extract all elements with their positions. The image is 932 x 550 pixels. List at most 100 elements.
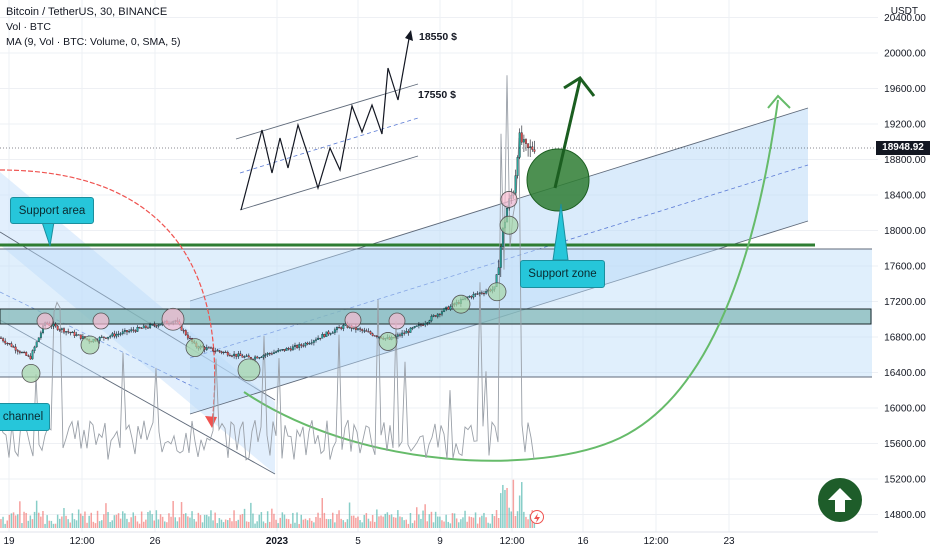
candle-body: [516, 157, 519, 176]
candle-body: [222, 351, 225, 354]
time-tick-label: 2023: [266, 536, 289, 547]
candle-body: [138, 327, 141, 329]
support-zone-callout[interactable]: Support zone: [520, 260, 605, 288]
volume-bar: [523, 511, 525, 528]
candle-body: [14, 346, 17, 351]
candle-body: [75, 334, 78, 336]
candle-body: [426, 322, 429, 324]
candle-body: [220, 351, 223, 353]
volume-bar: [172, 500, 174, 528]
candle-body: [287, 348, 290, 350]
volume-bar: [98, 521, 101, 528]
price-tick-label: 17600.00: [884, 262, 926, 273]
price-tick-label: 18000.00: [884, 226, 926, 237]
volume-bar: [38, 512, 40, 528]
volume-bar: [342, 520, 344, 528]
volume-bar: [502, 484, 504, 528]
lightning-icon[interactable]: [530, 510, 544, 524]
volume-bar: [325, 518, 328, 528]
candle-body: [277, 350, 280, 352]
candle-body: [483, 293, 485, 295]
asc-upper-line: [189, 107, 809, 302]
resistance-touch-marker: [36, 312, 54, 330]
volume-bar: [248, 521, 250, 528]
volume-bar: [105, 503, 107, 528]
candle-body: [189, 337, 191, 340]
candle-body: [264, 354, 267, 356]
volume-bar: [206, 514, 208, 528]
volume-bar: [46, 515, 48, 528]
candle-body: [12, 346, 15, 348]
volume-bar: [19, 501, 21, 528]
time-tick-label: 12:00: [499, 536, 524, 547]
volume-bar: [8, 514, 11, 528]
candle-body: [291, 346, 294, 351]
target-arrowhead: [563, 76, 596, 97]
candle-body: [39, 332, 42, 338]
volume-bar: [458, 522, 460, 528]
support-touch-marker: [499, 215, 519, 235]
volume-bar: [132, 512, 134, 528]
candle-body: [81, 336, 84, 339]
price-tick-label: 14800.00: [884, 510, 926, 521]
candle-body: [514, 175, 517, 194]
volume-bar: [327, 519, 330, 528]
channel-callout[interactable]: channel: [0, 403, 50, 431]
volume-bar: [468, 516, 470, 528]
time-axis[interactable]: [0, 532, 932, 550]
volume-bar: [159, 514, 162, 528]
candle-body: [8, 343, 11, 345]
candle-body: [279, 349, 282, 351]
volume-bar: [71, 513, 74, 528]
volume-bar: [497, 518, 500, 528]
candle-body: [186, 334, 189, 339]
volume-bar: [516, 511, 519, 528]
price-tick-label: 15600.00: [884, 439, 926, 450]
candle-body: [476, 293, 479, 295]
price-axis[interactable]: [878, 0, 932, 532]
volume-bar: [384, 513, 386, 528]
volume-bar: [529, 514, 531, 528]
candle-body: [342, 325, 345, 329]
volume-bar: [33, 511, 36, 528]
candle-body: [315, 339, 317, 341]
volume-bar: [140, 511, 143, 528]
candle-body: [300, 344, 303, 346]
volume-bar: [10, 513, 13, 528]
volume-bar: [54, 523, 57, 528]
candle-body: [285, 348, 288, 351]
volume-bar: [378, 516, 380, 528]
volume-bar: [361, 522, 363, 528]
candle-body: [107, 336, 110, 339]
candles: [0, 125, 536, 363]
volume-bar: [218, 518, 221, 528]
volume-bar: [75, 520, 78, 528]
up-arrow-button[interactable]: [818, 478, 862, 522]
volume-bar: [134, 515, 137, 528]
volume-bar: [273, 513, 275, 528]
volume-bar: [0, 519, 2, 528]
candle-body: [105, 337, 107, 339]
volume-bar: [390, 514, 393, 528]
volume-bar: [210, 510, 212, 528]
candle-body: [23, 352, 26, 354]
volume-bar: [485, 517, 487, 528]
volume-bar: [115, 514, 118, 528]
support-area-callout[interactable]: Support area: [10, 197, 94, 224]
time-axis-labels: 19 12:00 26 2023 5 9 12:00 16 12:00 23: [3, 536, 735, 547]
volume-bar: [388, 515, 391, 528]
price-tick-label: 17200.00: [884, 297, 926, 308]
volume-bar: [250, 502, 252, 528]
volume-bar: [527, 519, 529, 528]
volume-bar: [434, 511, 437, 528]
candle-body: [184, 330, 187, 336]
volume-bar: [493, 516, 496, 528]
candle-body: [499, 246, 502, 268]
candle-body: [401, 332, 404, 336]
candle-body: [359, 328, 362, 330]
volume-bar: [455, 518, 458, 528]
candle-body: [420, 324, 422, 326]
volume-bar: [264, 523, 267, 528]
candle-body: [100, 336, 103, 338]
